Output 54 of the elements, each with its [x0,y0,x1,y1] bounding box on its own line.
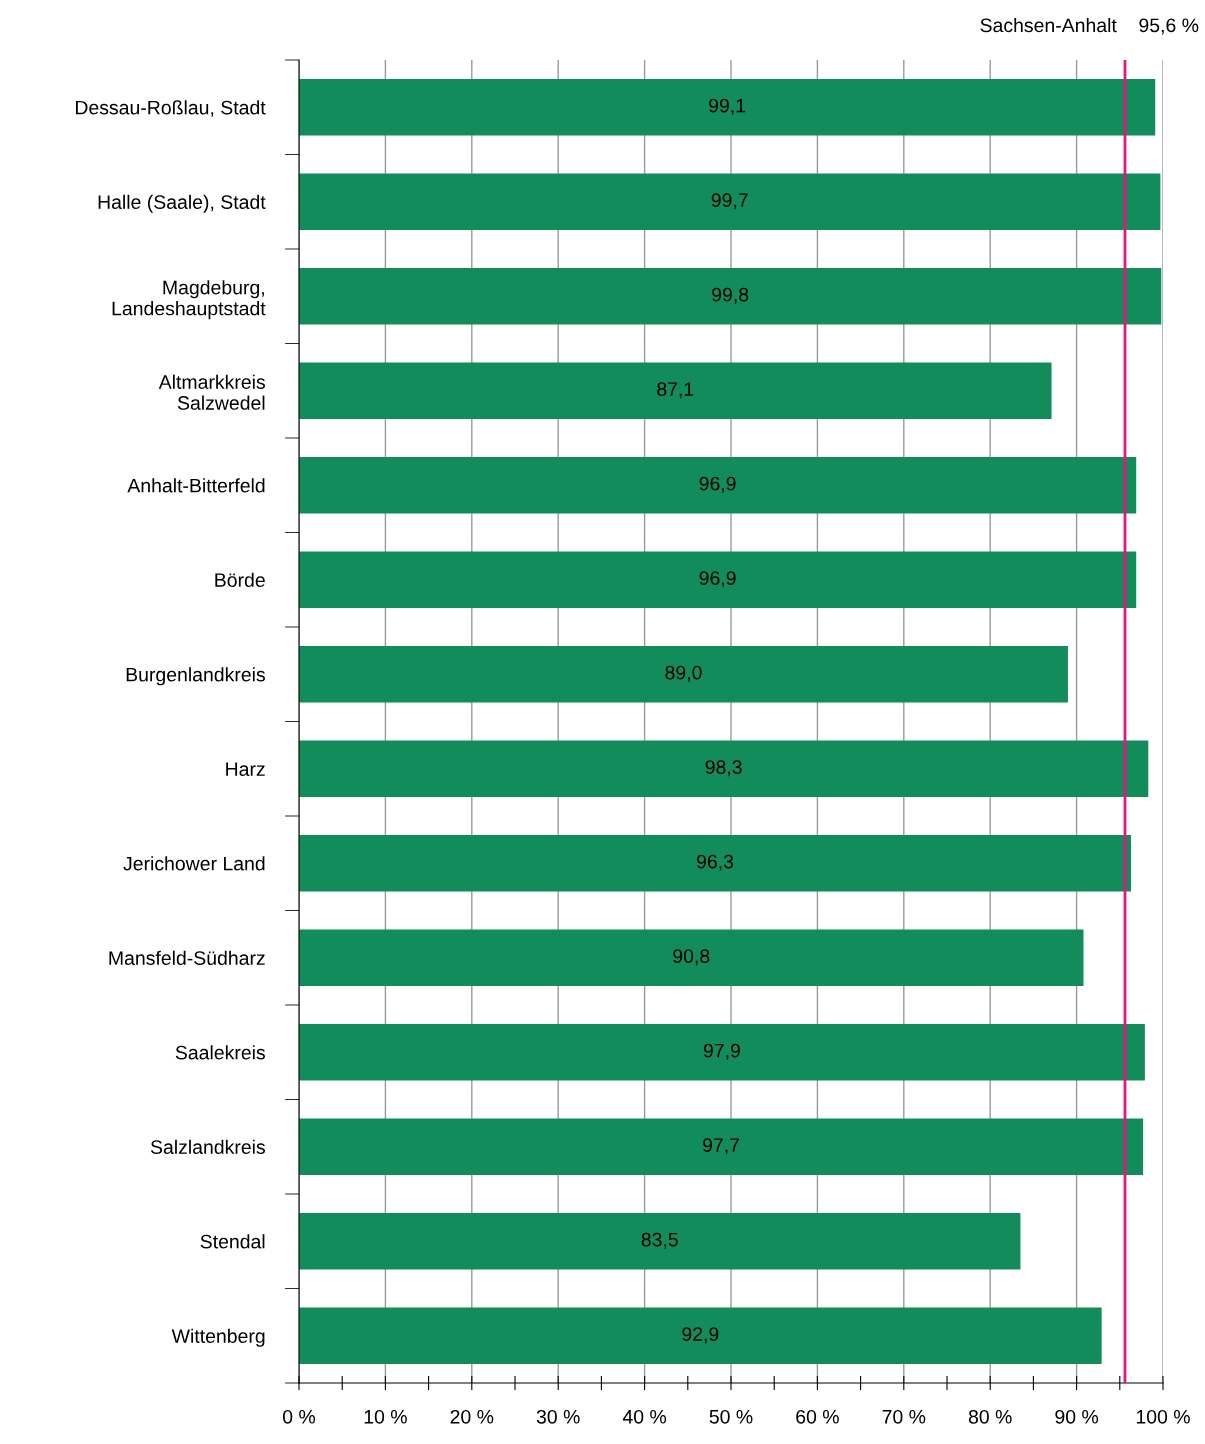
bar [299,1212,1021,1270]
bar [299,551,1137,609]
y-tick-label: Wittenberg [171,1328,265,1347]
y-tick-label: Burgenlandkreis [126,667,265,686]
data-label: 99,8 [712,287,749,304]
y-tick-label: Dessau-Roßlau, Stadt [75,100,266,117]
bar [299,362,1052,420]
data-label: 98,3 [705,760,742,777]
y-tick-label: Jerichower Land [123,856,265,871]
data-label: 99,1 [709,98,746,115]
data-label: 96,9 [699,571,736,588]
x-tick-label: 60 % [796,1409,839,1424]
bar [299,173,1161,231]
y-tick-label: Salzlandkreis [150,1139,265,1154]
data-label: 90,8 [673,949,710,966]
data-label: 92,9 [682,1327,719,1344]
bar [299,740,1149,798]
x-tick-label: 20 % [450,1409,494,1424]
data-label: 96,3 [697,854,734,871]
x-tick-label: 100 % [1136,1409,1190,1424]
bar [299,929,1084,987]
data-label: 97,7 [703,1138,740,1155]
x-tick-label: 80 % [968,1409,1012,1424]
x-tick-label: 10 % [364,1409,407,1424]
y-tick-label: Saalekreis [175,1045,265,1060]
bar [299,1023,1145,1081]
x-tick-label: 0 % [283,1409,316,1424]
y-tick-label: Magdeburg, Landeshauptstadt [112,280,266,320]
y-tick-label: Anhalt-Bitterfeld [127,478,265,493]
data-label: 96,9 [699,476,736,493]
y-tick-label: Börde [215,572,265,587]
bar [299,456,1137,514]
bar [299,1307,1102,1365]
bar [299,78,1156,136]
bar [299,645,1068,703]
data-label: 83,5 [641,1232,678,1249]
x-tick-label: 30 % [536,1409,580,1424]
x-tick-label: 70 % [882,1409,926,1424]
x-tick-label: 50 % [709,1409,753,1424]
data-label: 99,7 [711,193,748,210]
y-tick-label: Halle (Saale), Stadt [98,194,266,213]
y-tick-label: Altmarkkreis Salzwedel [158,374,265,410]
bar [299,267,1162,325]
data-label: 89,0 [665,665,702,682]
ref-line-label: Sachsen-Anhalt 95,6 % [980,17,1199,35]
y-tick-label: Harz [226,762,265,776]
bar [299,1118,1144,1176]
data-label: 97,9 [703,1043,740,1060]
data-label: 87,1 [657,382,694,399]
x-tick-label: 40 % [622,1409,667,1424]
x-tick-label: 90 % [1055,1409,1099,1424]
y-tick-label: Mansfeld-Südharz [109,950,265,965]
y-tick-label: Stendal [200,1234,265,1249]
bar [299,834,1132,892]
